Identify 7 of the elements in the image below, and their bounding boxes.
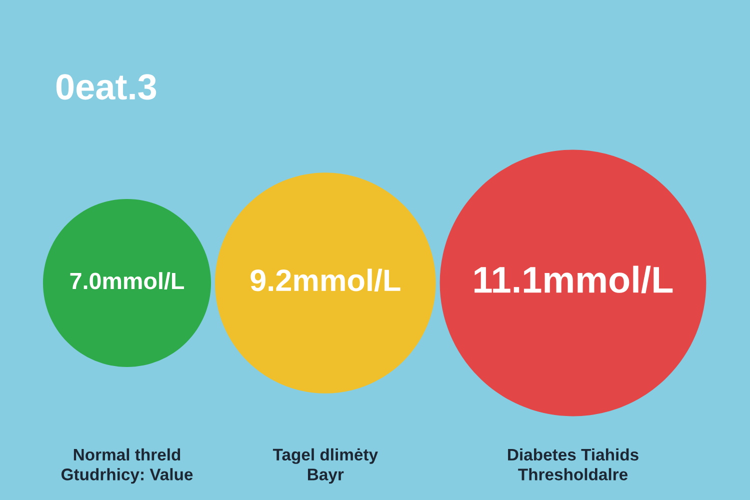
data-label: 11.1mmol/L	[474, 266, 673, 294]
data-label: 7.0mmol/L	[70, 272, 184, 290]
category-label: Diabetes Tiahids Thresholdalre	[508, 448, 638, 480]
data-label: 9.2mmol/L	[250, 268, 400, 292]
category-label: Normal threld Gtudrhicy: Value	[61, 448, 193, 484]
text: 0eat.3	[56, 74, 156, 100]
category-label: Tagel dlimėty Bayr	[272, 448, 378, 484]
